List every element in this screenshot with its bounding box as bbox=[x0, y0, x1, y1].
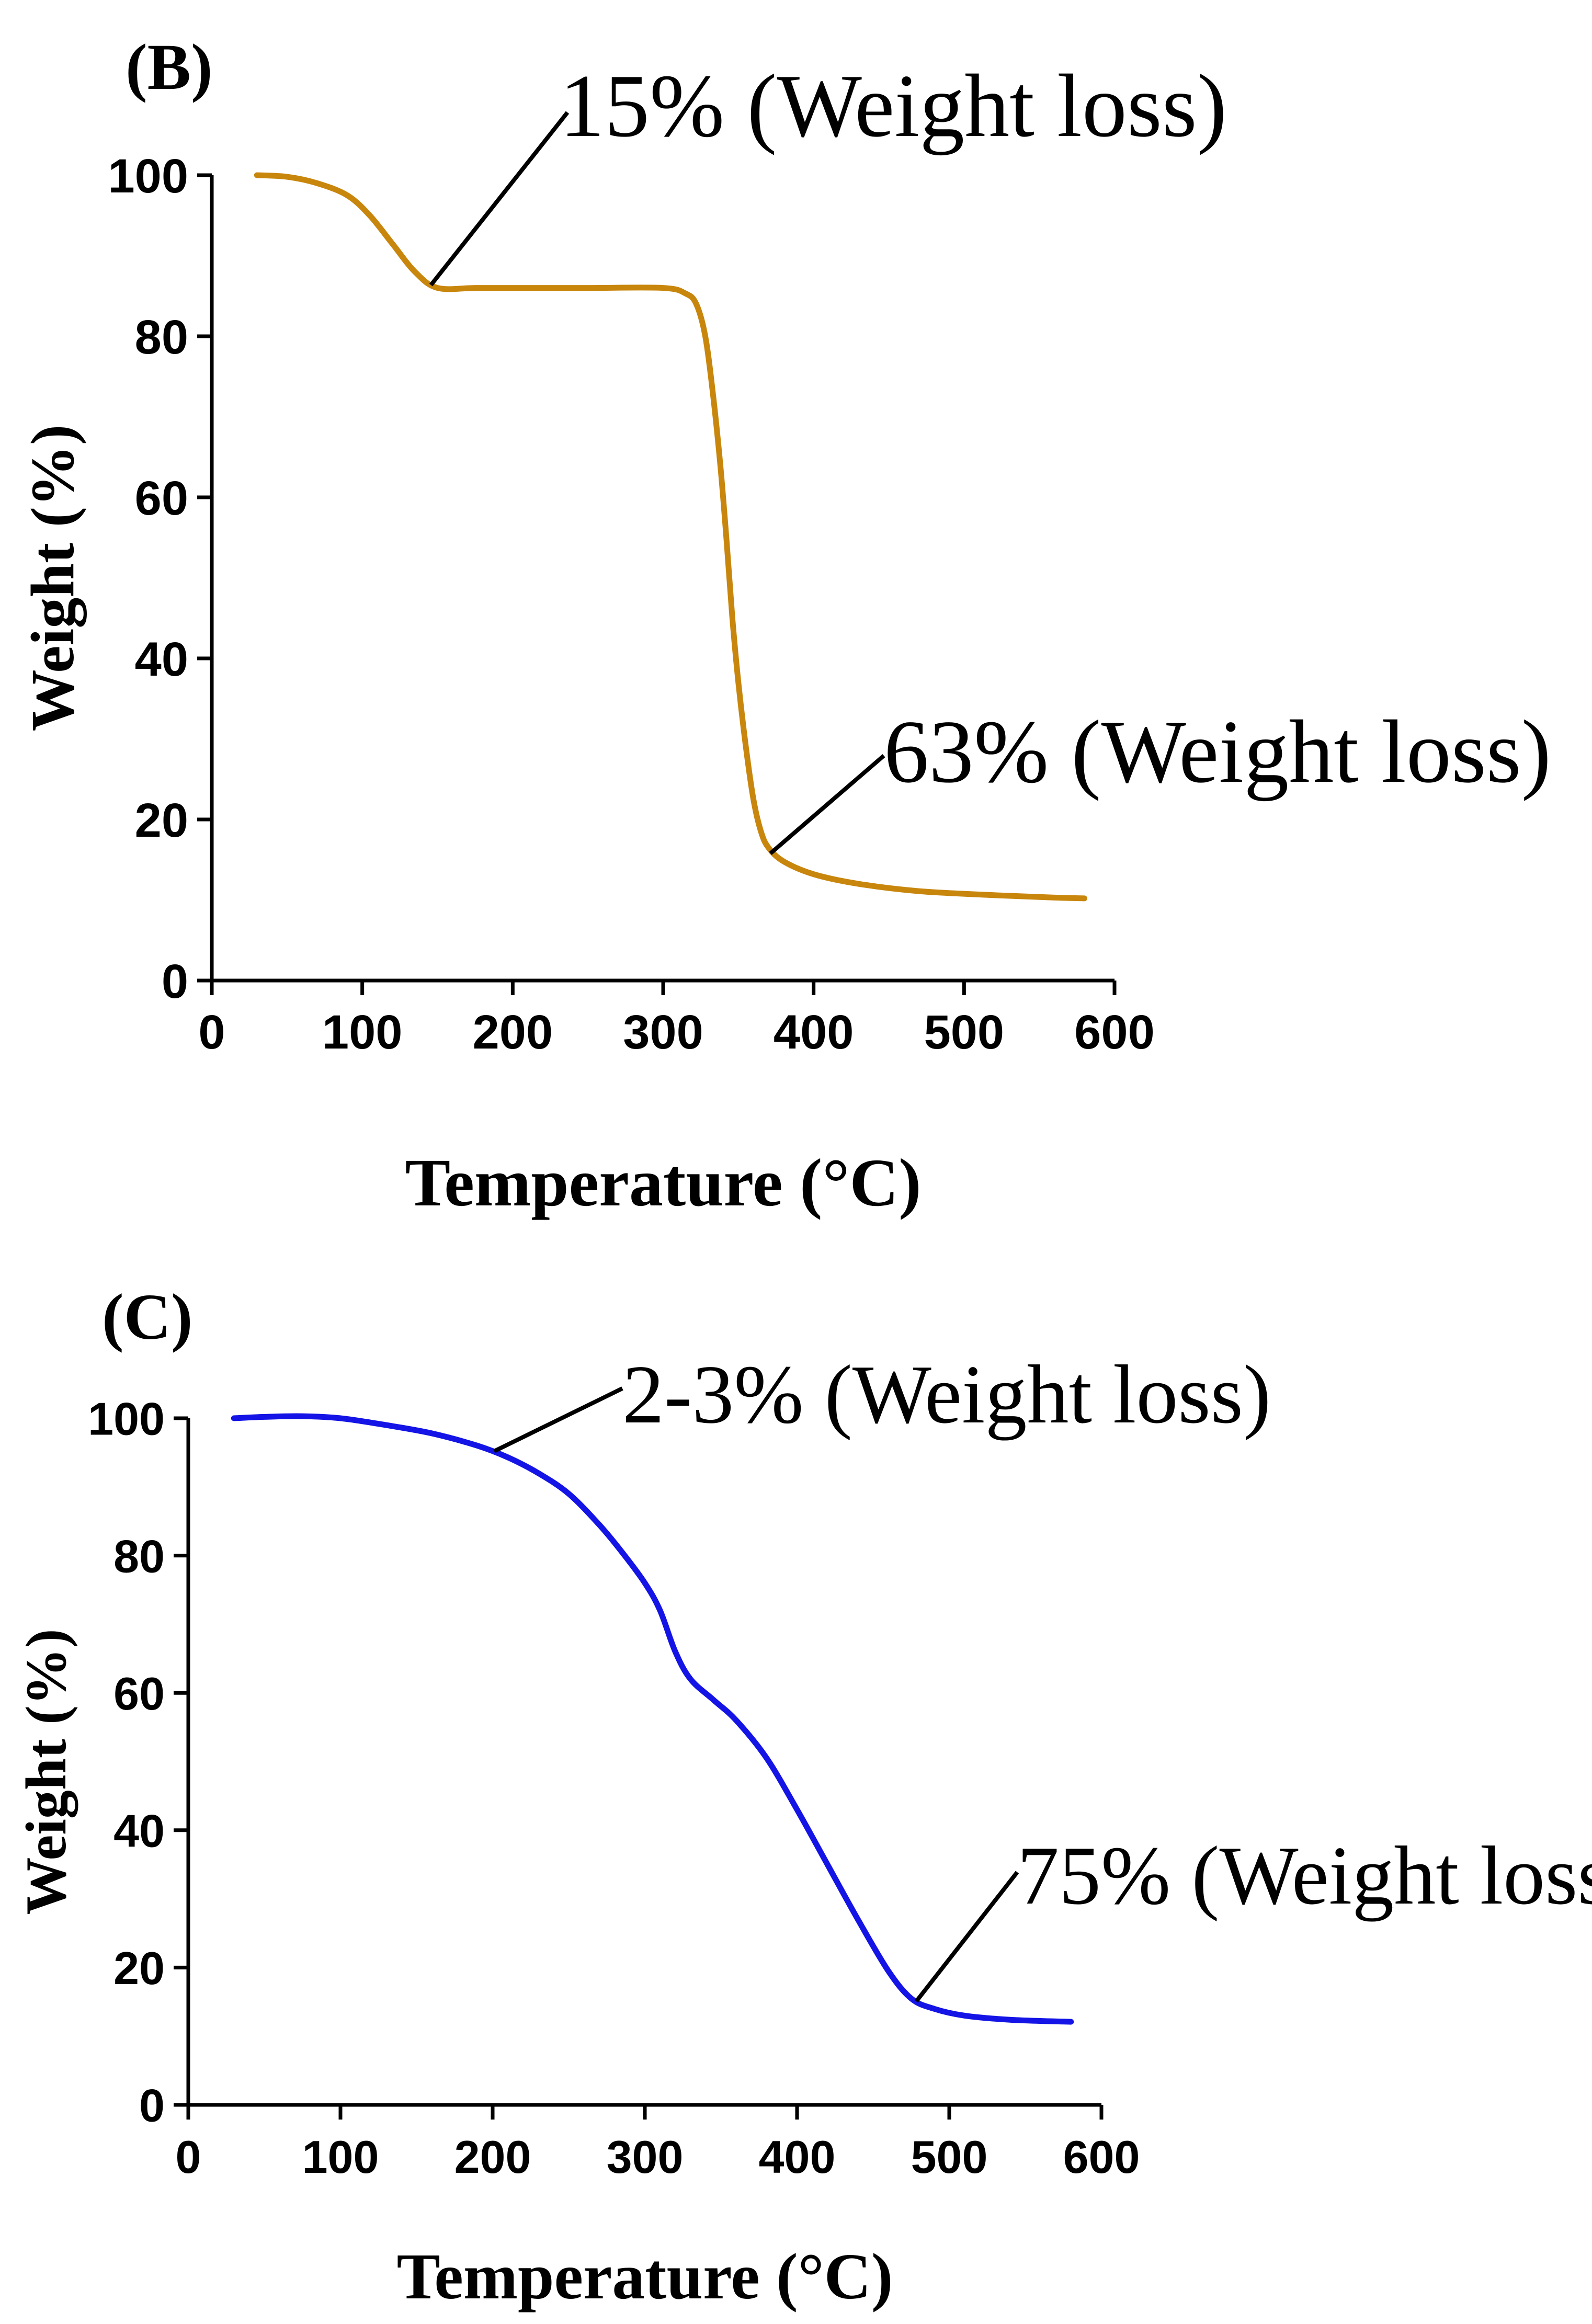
y-axis-title-c: Weight (%) bbox=[14, 1629, 78, 1915]
chart-panel-b: (B) 0 20 40 60 80 100 0 100 200 300 400 500 600 Tem… bbox=[18, 31, 1551, 1221]
x-ticks-b: 0 100 200 300 400 500 600 bbox=[198, 981, 1155, 1059]
y-tick-label-b-3: 60 bbox=[135, 472, 188, 525]
annotation-leader-b-2 bbox=[769, 754, 885, 856]
y-tick-label-c-3: 60 bbox=[113, 1668, 165, 1719]
y-ticks-c: 0 20 40 60 80 100 bbox=[88, 1393, 188, 2132]
y-tick-label-c-4: 80 bbox=[113, 1530, 165, 1582]
y-tick-label-b-5: 100 bbox=[108, 150, 189, 203]
x-axis-title-b: Temperature (°C) bbox=[405, 1145, 921, 1221]
annotation-leader-c-2 bbox=[914, 1871, 1019, 2003]
y-tick-label-c-2: 40 bbox=[113, 1805, 165, 1856]
x-tick-label-c-4: 400 bbox=[759, 2131, 836, 2183]
series-line-c bbox=[231, 1413, 1074, 2025]
annotation-leader-c-1 bbox=[493, 1386, 623, 1453]
panel-label-c: (C) bbox=[102, 1281, 193, 1353]
y-tick-label-c-0: 0 bbox=[139, 2080, 165, 2132]
panel-label-b: (B) bbox=[126, 31, 213, 104]
y-axis-title-b: Weight (%) bbox=[18, 425, 87, 732]
annotation-b-1: 15% (Weight loss) bbox=[560, 56, 1227, 156]
x-tick-label-b-2: 200 bbox=[473, 1006, 553, 1059]
x-tick-label-c-3: 300 bbox=[607, 2131, 684, 2183]
annotation-leader-b-1 bbox=[429, 111, 570, 287]
y-tick-label-b-4: 80 bbox=[135, 311, 188, 364]
x-tick-label-c-6: 600 bbox=[1063, 2131, 1140, 2183]
chart-panel-c: (C) 0 20 40 60 80 100 0 100 200 300 400 500 600 Tem… bbox=[14, 1281, 1592, 2313]
x-tick-label-b-1: 100 bbox=[322, 1006, 403, 1059]
x-tick-label-c-0: 0 bbox=[176, 2131, 201, 2183]
annotation-c-1: 2-3% (Weight loss) bbox=[622, 1348, 1271, 1441]
y-tick-label-b-1: 20 bbox=[135, 794, 188, 847]
x-tick-label-b-4: 400 bbox=[774, 1006, 854, 1059]
y-tick-label-b-0: 0 bbox=[162, 955, 188, 1008]
series-line-b bbox=[254, 172, 1087, 902]
y-tick-label-c-5: 100 bbox=[88, 1393, 165, 1445]
y-ticks-b: 0 20 40 60 80 100 bbox=[108, 150, 212, 1008]
x-ticks-c: 0 100 200 300 400 500 600 bbox=[176, 2105, 1140, 2183]
x-tick-label-c-2: 200 bbox=[454, 2131, 531, 2183]
y-tick-label-c-1: 20 bbox=[113, 1942, 165, 1994]
x-tick-label-b-5: 500 bbox=[924, 1006, 1005, 1059]
annotation-b-2: 63% (Weight loss) bbox=[884, 702, 1551, 802]
annotation-c-2: 75% (Weight loss) bbox=[1017, 1829, 1592, 1922]
x-tick-label-b-3: 300 bbox=[623, 1006, 703, 1059]
x-tick-label-c-1: 100 bbox=[302, 2131, 379, 2183]
x-axis-title-c: Temperature (°C) bbox=[396, 2241, 893, 2313]
y-tick-label-b-2: 40 bbox=[135, 633, 188, 686]
x-tick-label-c-5: 500 bbox=[911, 2131, 988, 2183]
x-tick-label-b-0: 0 bbox=[198, 1006, 225, 1059]
x-tick-label-b-6: 600 bbox=[1074, 1006, 1155, 1059]
